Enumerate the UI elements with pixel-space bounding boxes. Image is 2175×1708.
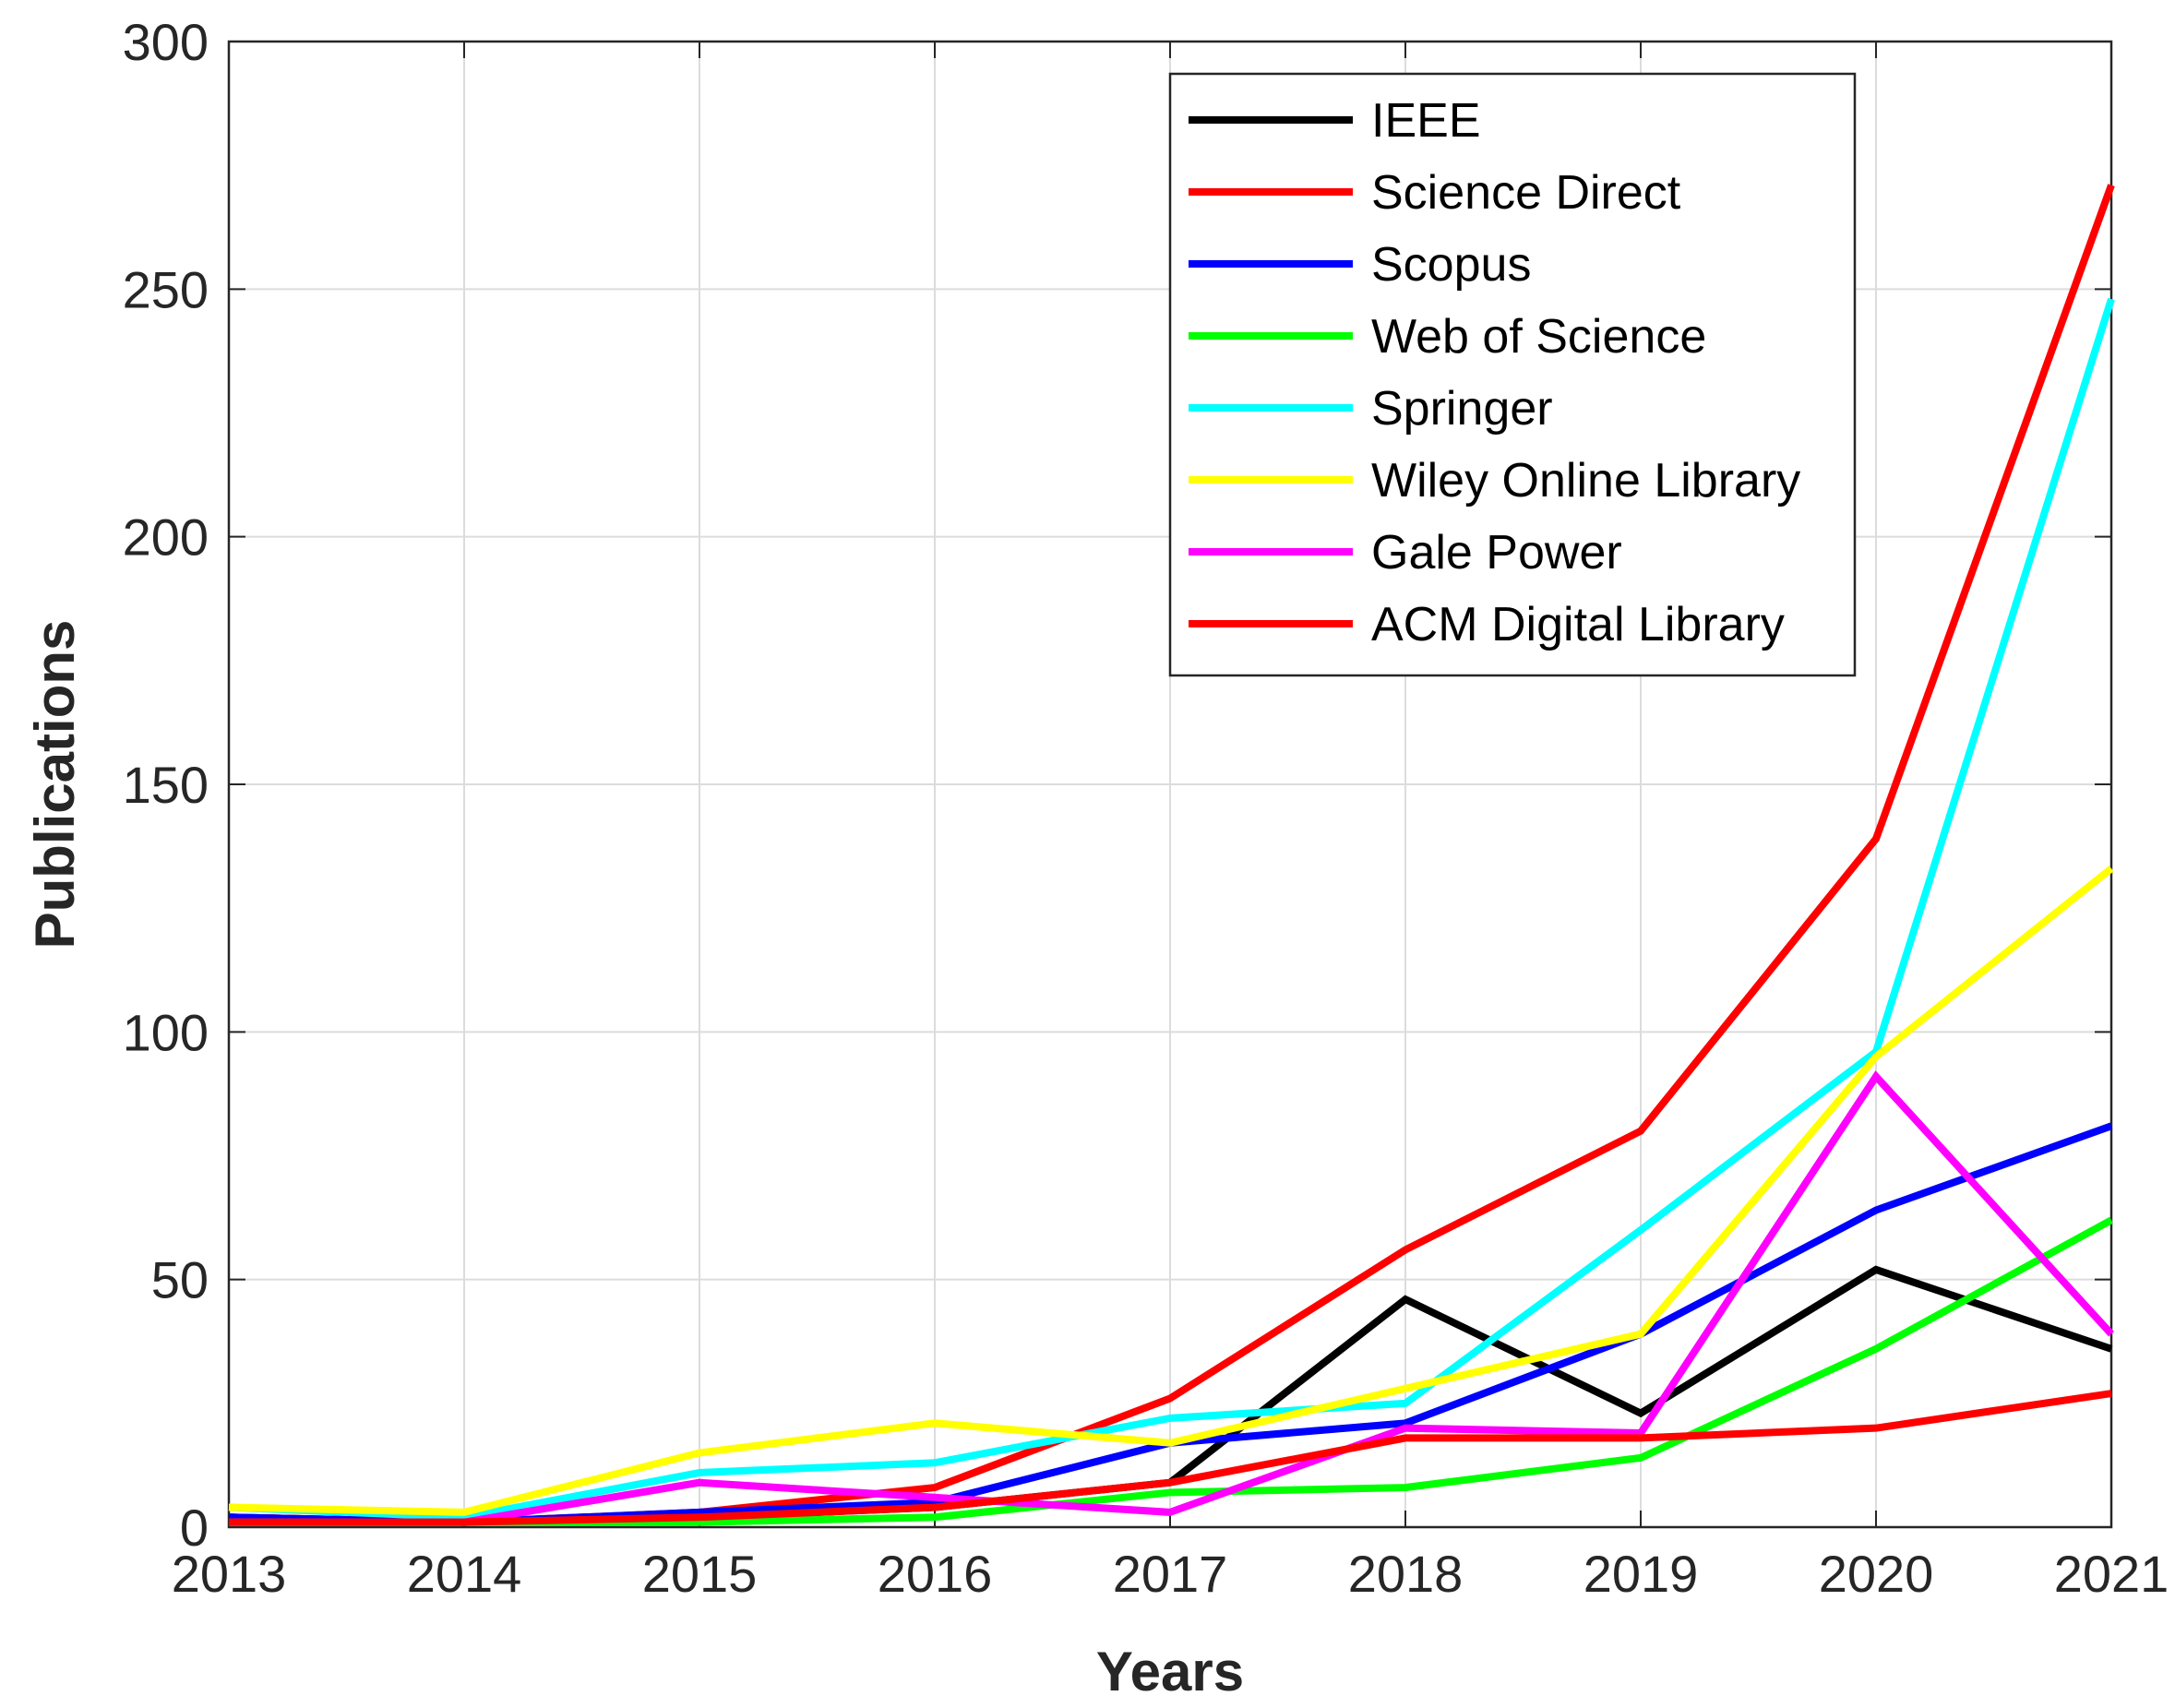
x-tick-label: 2021 (2054, 1545, 2169, 1603)
legend: IEEE Science Direct Scopus Web of Science Sp… (1168, 72, 1857, 677)
y-tick-label: 150 (123, 756, 209, 814)
y-axis-title: Publications (24, 620, 86, 950)
series-line-wiley-online-library (228, 866, 2114, 1516)
axes-box (227, 40, 2113, 1529)
legend-label: Gale Power (1371, 526, 1622, 579)
x-tick-label: 2018 (1348, 1545, 1464, 1603)
y-tick-label: 50 (151, 1251, 209, 1309)
y-tick-label: 200 (123, 508, 209, 567)
x-tick-label: 2017 (1113, 1545, 1228, 1603)
x-axis-title: Years (1096, 1641, 1244, 1702)
y-tick-label: 300 (123, 13, 209, 71)
legend-label: Scopus (1371, 238, 1531, 292)
tick-labels: 2013 2014 2015 2016 2017 2018 2019 2020 2021 0 50 1… (123, 13, 2169, 1603)
x-tick-label: 2020 (1819, 1545, 1934, 1603)
legend-label: Wiley Online Library (1371, 454, 1800, 508)
y-tick-label: 250 (123, 260, 209, 318)
x-tick-label: 2019 (1583, 1545, 1699, 1603)
series-lines (228, 184, 2115, 1526)
series-line-springer (228, 297, 2115, 1522)
legend-label: Springer (1371, 382, 1553, 436)
x-tick-label: 2014 (407, 1545, 522, 1603)
legend-label: Web of Science (1371, 310, 1706, 364)
series-line-acm-digital-library (229, 1390, 2112, 1526)
x-tick-label: 2016 (878, 1545, 993, 1603)
y-tick-label: 0 (180, 1499, 209, 1557)
legend-label: ACM Digital Library (1371, 598, 1785, 651)
legend-box (1168, 72, 1857, 677)
legend-label: Science Direct (1371, 166, 1681, 220)
legend-label: IEEE (1371, 94, 1481, 148)
y-tick-label: 100 (123, 1003, 209, 1061)
x-tick-label: 2015 (642, 1545, 758, 1603)
x-tick-label: 2013 (172, 1545, 287, 1603)
series-line-gale-power (229, 1070, 2114, 1526)
